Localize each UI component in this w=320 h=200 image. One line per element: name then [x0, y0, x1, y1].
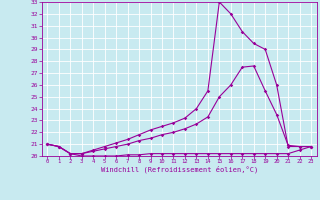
X-axis label: Windchill (Refroidissement éolien,°C): Windchill (Refroidissement éolien,°C): [100, 166, 258, 173]
